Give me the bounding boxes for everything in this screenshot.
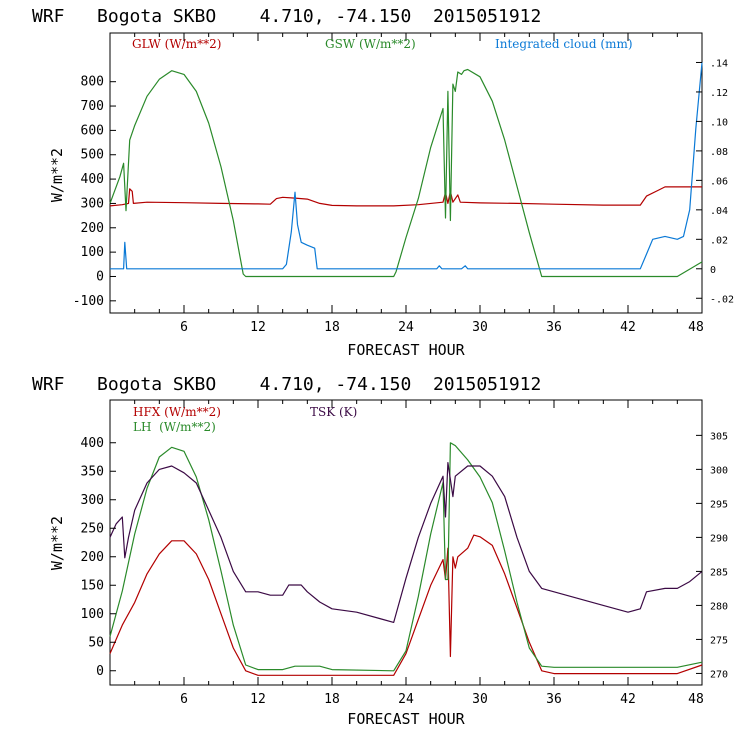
series-line-integrated <box>110 62 703 270</box>
panel2-plot-frame <box>109 399 703 686</box>
x-tick-label: 24 <box>398 320 414 335</box>
y2-tick-label: .08 <box>710 147 728 158</box>
x-tick-label: 48 <box>688 692 704 707</box>
series-line-gsw <box>109 68 703 278</box>
legend-glw: GLW (W/m**2) <box>132 37 221 51</box>
y2-tick-label: 290 <box>710 533 728 544</box>
y2-tick-label: .10 <box>710 117 728 128</box>
y-tick-label: 800 <box>81 75 104 90</box>
panel2-right-axis: 270 275 280 285 290 295 300 305 <box>696 431 728 680</box>
panel2-y-axis-label: W/m**2 <box>48 516 66 570</box>
y-tick-label: 400 <box>81 172 104 187</box>
x-tick-label: 36 <box>546 320 562 335</box>
panel1-plot-frame <box>109 32 703 314</box>
panel1-x-axis-label: FORECAST HOUR <box>347 341 465 359</box>
x-tick-label: 24 <box>398 692 414 707</box>
series-line-hfx <box>109 534 703 676</box>
x-tick-label: 42 <box>620 320 636 335</box>
x-tick-label: 18 <box>324 692 340 707</box>
y-tick-label: 600 <box>81 123 104 138</box>
legend-tsk: TSK (K) <box>310 405 357 419</box>
y2-tick-label: 305 <box>710 431 728 442</box>
legend-hfx: HFX (W/m**2) <box>133 405 221 419</box>
y2-tick-label: 280 <box>710 601 728 612</box>
y2-tick-label: 285 <box>710 567 728 578</box>
y2-tick-label: 275 <box>710 635 728 646</box>
y-tick-label: 0 <box>96 664 104 679</box>
y-tick-label: -100 <box>73 294 104 309</box>
panel2-x-axis: 6 12 18 24 30 36 42 48 <box>134 400 704 707</box>
panel2-x-axis-label: FORECAST HOUR <box>347 710 465 728</box>
y-tick-label: 100 <box>81 245 104 260</box>
y-tick-label: 150 <box>81 578 104 593</box>
x-tick-label: 12 <box>250 692 266 707</box>
x-tick-label: 36 <box>546 692 562 707</box>
panel1-title: WRF Bogota SKBO 4.710, -74.150 201505191… <box>32 6 541 27</box>
panel-radiation-cloud: WRF Bogota SKBO 4.710, -74.150 201505191… <box>32 6 734 359</box>
x-tick-label: 30 <box>472 320 488 335</box>
legend-lh: LH (W/m**2) <box>133 420 216 434</box>
y2-tick-label: .14 <box>710 58 728 69</box>
y2-tick-label: .12 <box>710 88 728 99</box>
y-tick-label: 100 <box>81 607 104 622</box>
panel1-right-axis: -.02 0 .02 .04 .06 .08 .10 .12 .14 <box>696 58 734 305</box>
x-tick-label: 6 <box>180 320 188 335</box>
x-tick-label: 6 <box>180 692 188 707</box>
y2-tick-label: 295 <box>710 499 728 510</box>
y-tick-label: 200 <box>81 550 104 565</box>
y-tick-label: 300 <box>81 493 104 508</box>
y2-tick-label: .06 <box>710 176 728 187</box>
y-tick-label: 300 <box>81 196 104 211</box>
y-tick-label: 200 <box>81 221 104 236</box>
y2-tick-label: 0 <box>710 265 716 276</box>
y2-tick-label: .04 <box>710 206 728 217</box>
panel1-series-group <box>109 62 703 278</box>
panel1-y-axis-label: W/m**2 <box>48 148 66 202</box>
y-tick-label: 0 <box>96 269 104 284</box>
y-tick-label: 400 <box>81 436 104 451</box>
legend-gsw: GSW (W/m**2) <box>325 37 416 51</box>
legend-integrated-cloud: Integrated cloud (mm) <box>495 37 633 51</box>
y2-tick-label: 300 <box>710 465 728 476</box>
panel2-title: WRF Bogota SKBO 4.710, -74.150 201505191… <box>32 374 541 395</box>
y2-tick-label: .02 <box>710 235 728 246</box>
panel2-series-group <box>109 442 703 676</box>
panel-heat-flux: WRF Bogota SKBO 4.710, -74.150 201505191… <box>32 374 728 728</box>
x-tick-label: 12 <box>250 320 266 335</box>
x-tick-label: 42 <box>620 692 636 707</box>
y-tick-label: 250 <box>81 521 104 536</box>
x-tick-label: 30 <box>472 692 488 707</box>
x-tick-label: 18 <box>324 320 340 335</box>
series-line-tsk <box>109 462 703 623</box>
series-line-glw <box>109 186 702 207</box>
panel1-x-axis: 6 12 18 24 30 36 42 48 <box>134 33 704 335</box>
panel2-left-axis: 0 50 100 150 200 250 300 350 400 <box>81 436 116 679</box>
y-tick-label: 700 <box>81 99 104 114</box>
x-tick-label: 48 <box>688 320 704 335</box>
y2-tick-label: -.02 <box>710 294 734 305</box>
y2-tick-label: 270 <box>710 669 728 680</box>
series-line-lh <box>109 442 703 672</box>
panel1-left-axis: -100 0 100 200 300 400 500 600 700 800 <box>73 75 116 309</box>
y-tick-label: 350 <box>81 464 104 479</box>
y-tick-label: 50 <box>88 635 104 650</box>
y-tick-label: 500 <box>81 148 104 163</box>
